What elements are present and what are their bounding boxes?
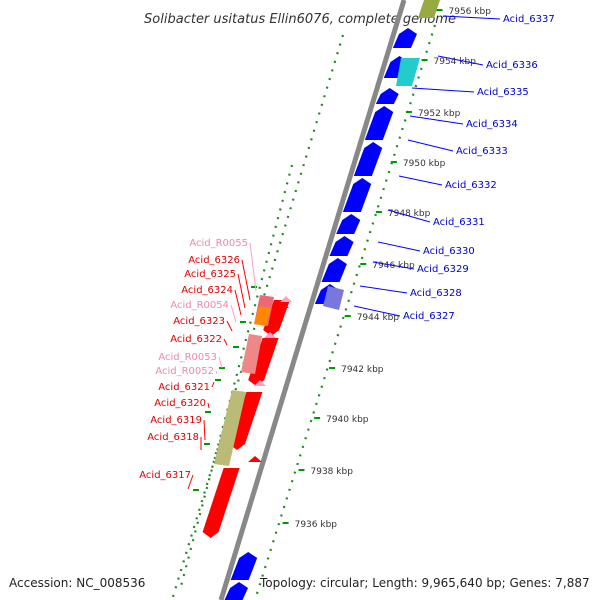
reverse-label-connector [211,381,215,388]
reverse-label-connector [234,289,242,316]
reverse-gene-label[interactable]: Acid_6322 [170,334,222,345]
forward-gene-arrow[interactable] [336,214,361,234]
forward-label-connector [407,139,454,152]
forward-gene-arrow[interactable] [224,582,249,600]
reverse-label-connector [187,474,194,490]
reverse-gene-chevron[interactable] [248,456,262,462]
reverse-gene-arrow[interactable] [229,392,263,450]
reverse-label-connector [230,304,237,323]
forward-label-connector [372,261,415,270]
reverse-label-connector [249,242,257,292]
forward-label-connector [442,15,501,20]
forward-gene-label[interactable]: Acid_6332 [445,180,497,191]
scale-dotted-line [178,164,294,591]
forward-label-connector [377,241,421,252]
reverse-gene-arrow[interactable] [263,300,290,336]
reverse-gene-label[interactable]: Acid_R0053 [158,352,217,363]
reverse-gene-label[interactable]: Acid_6326 [188,255,240,266]
scale-tick-label: 7956 kbp [449,7,492,17]
reverse-gene-label[interactable]: Acid_6320 [154,398,206,409]
forward-gene-label[interactable]: Acid_6335 [477,87,529,98]
forward-gene-arrow[interactable] [353,142,383,176]
forward-label-connector [411,87,475,93]
forward-gene-arrow[interactable] [329,236,354,256]
gene-labels[interactable]: Acid_6337 Acid_6336 Acid_6335 Acid_6334 Acid… [139,14,555,490]
forward-gene-box[interactable] [418,0,440,18]
scale-tick-label: 7954 kbp [434,57,477,67]
topology-text: Topology: circular; Length: 9,965,640 bp… [260,576,590,590]
scale-tick-label: 7936 kbp [295,520,338,530]
backbone-line [218,0,407,600]
forward-gene-arrow[interactable] [230,552,258,580]
reverse-gene-chevron[interactable] [259,340,273,346]
gene-box-salmon[interactable] [241,334,262,374]
reverse-label-connector [207,402,210,409]
forward-label-connector [359,285,408,294]
genome-title: Solibacter usitatus Ellin6076, complete … [144,12,456,27]
forward-gene-label[interactable]: Acid_6330 [423,246,475,257]
forward-gene-label[interactable]: Acid_6334 [466,119,518,130]
forward-label-connector [353,305,401,317]
gene-box-khaki[interactable] [214,390,246,466]
forward-gene-arrow[interactable] [364,106,394,140]
scale-tick-label: 7948 kbp [388,209,431,219]
forward-gene-arrow[interactable] [321,258,347,282]
forward-label-connector [387,209,431,223]
reverse-gene-label[interactable]: Acid_R0054 [170,300,229,311]
forward-gene-label[interactable]: Acid_6327 [403,311,455,322]
reverse-label-connector [218,356,223,369]
scale-tick-label: 7950 kbp [403,159,446,169]
scale-tick-label: 7944 kbp [357,313,400,323]
reverse-gene-arrow[interactable] [202,468,240,538]
reverse-label-connector [226,320,233,332]
reverse-label-connector [241,259,251,301]
reverse-gene-label[interactable]: Acid_6323 [173,316,225,327]
forward-gene-label[interactable]: Acid_6337 [503,14,555,25]
forward-gene-label[interactable]: Acid_6333 [456,146,508,157]
reverse-label-connector [215,370,218,375]
reverse-label-connector [203,419,206,441]
scale-dotted-line [253,24,437,600]
reverse-gene-label[interactable]: Acid_6319 [150,415,202,426]
reverse-gene-label[interactable]: Acid_R0055 [189,238,248,249]
forward-gene-arrow[interactable] [375,88,399,104]
reverse-label-connector [223,338,228,346]
forward-gene-label[interactable]: Acid_6336 [486,60,538,71]
gene-box-orange[interactable] [254,306,271,326]
scale-tick-label: 7938 kbp [311,467,354,477]
forward-gene-box[interactable] [396,58,420,86]
forward-label-connector [398,175,443,186]
reverse-label-connector [237,273,246,309]
gene-track [202,0,440,600]
accession-text: Accession: NC_008536 [9,576,146,590]
rna-gene-marker[interactable] [264,332,276,338]
rna-gene-marker[interactable] [254,380,266,386]
forward-gene-arrow[interactable] [392,28,417,48]
rna-gene-marker[interactable] [280,296,292,302]
reverse-gene-arrow[interactable] [248,338,279,386]
reverse-gene-chevron[interactable] [275,302,289,308]
reverse-gene-label[interactable]: Acid_6324 [181,285,233,296]
forward-label-connector [409,115,464,125]
scale-tick-label: 7952 kbp [418,109,461,119]
reverse-gene-label[interactable]: Acid_6325 [184,269,236,280]
forward-gene-label[interactable]: Acid_6329 [417,264,469,275]
reverse-gene-label[interactable]: Acid_6318 [147,432,199,443]
scale-tick-label: 7942 kbp [341,365,384,375]
genome-backbone [218,0,407,600]
forward-gene-label[interactable]: Acid_6328 [410,288,462,299]
forward-gene-label[interactable]: Acid_6331 [433,217,485,228]
reverse-gene-label[interactable]: Acid_6317 [139,470,191,481]
forward-gene-arrow[interactable] [342,178,372,212]
reverse-gene-label[interactable]: Acid_6321 [158,382,210,393]
reverse-gene-label[interactable]: Acid_R0052 [155,366,214,377]
scale-tick-label: 7940 kbp [326,415,369,425]
forward-label-connector [437,55,484,66]
forward-gene-box[interactable] [323,286,344,310]
